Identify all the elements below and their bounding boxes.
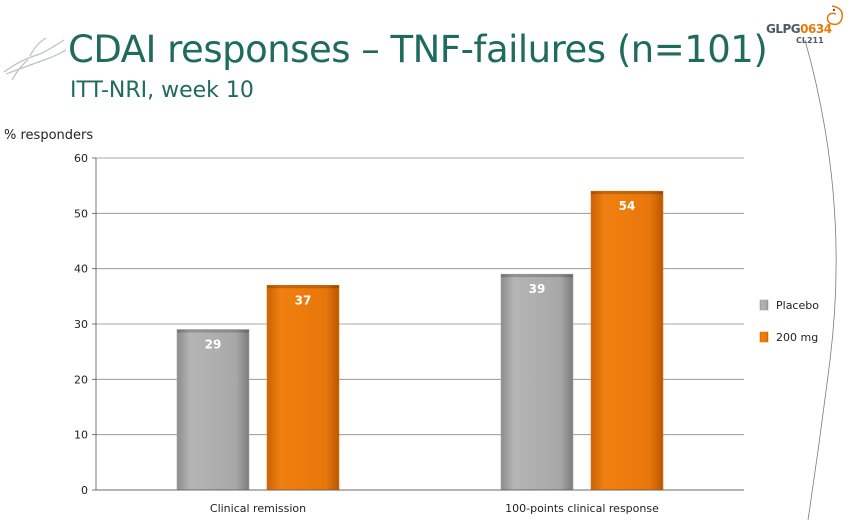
- y-axis-label: % responders: [4, 128, 94, 143]
- bar-top-shade: [501, 274, 573, 278]
- legend-label: Placebo: [776, 299, 819, 312]
- bar-placebo: [500, 273, 574, 491]
- x-category-label: Clinical remission: [210, 502, 306, 515]
- bar-200-mg: [590, 190, 664, 491]
- bar-top-shade: [591, 191, 663, 195]
- bar-top-shade: [267, 285, 339, 289]
- slide-title: CDAI responses – TNF-failures (n=101): [68, 28, 768, 71]
- slide-subtitle: ITT-NRI, week 10: [70, 78, 254, 103]
- y-tick-label: 30: [74, 318, 88, 331]
- x-category-label: 100-points clinical response: [505, 502, 659, 515]
- legend-swatch: [759, 331, 769, 343]
- company-logo: GLPG0634 CL211: [766, 22, 832, 45]
- y-tick-label: 40: [74, 263, 88, 276]
- decorative-bird-icon: [3, 37, 67, 81]
- y-tick-label: 50: [74, 207, 88, 220]
- legend-label: 200 mg: [776, 331, 818, 344]
- data-label: 29: [205, 338, 222, 352]
- data-label: 39: [529, 282, 546, 296]
- y-tick-label: 0: [81, 484, 88, 497]
- y-tick-label: 10: [74, 429, 88, 442]
- data-label: 37: [295, 293, 312, 307]
- bar-top-shade: [177, 329, 249, 333]
- y-tick-label: 20: [74, 373, 88, 386]
- legend-swatch: [759, 299, 769, 311]
- bar-200-mg: [266, 284, 340, 491]
- data-label: 54: [619, 199, 636, 213]
- bar-placebo: [176, 329, 250, 491]
- y-tick-label: 60: [74, 152, 88, 165]
- logo-seahorse-icon: [826, 5, 844, 26]
